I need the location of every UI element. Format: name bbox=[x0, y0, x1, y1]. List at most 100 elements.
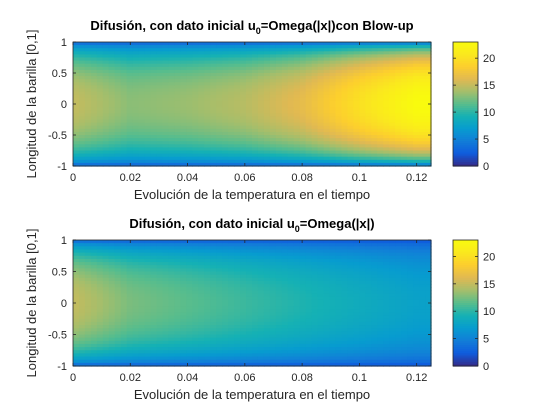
heatmap-cell bbox=[383, 271, 390, 276]
heatmap-cell bbox=[365, 359, 372, 364]
heatmap-cell bbox=[240, 312, 247, 317]
heatmap-cell bbox=[73, 116, 80, 121]
heatmap-cell bbox=[341, 325, 349, 329]
heatmap-cell bbox=[102, 353, 110, 358]
heatmap-cell bbox=[210, 153, 217, 158]
heatmap-cell bbox=[222, 51, 229, 55]
heatmap-cell bbox=[359, 48, 366, 52]
heatmap-cell bbox=[419, 91, 426, 96]
heatmap-cell bbox=[114, 343, 122, 348]
heatmap-cell bbox=[78, 91, 86, 96]
heatmap-cell bbox=[84, 138, 92, 142]
heatmap-cell bbox=[144, 296, 152, 301]
heatmap-cell bbox=[281, 290, 289, 295]
heatmap-cell bbox=[73, 97, 80, 102]
heatmap-cell bbox=[329, 258, 337, 263]
heatmap-cell bbox=[90, 306, 98, 310]
heatmap-cell bbox=[281, 48, 289, 52]
heatmap-cell bbox=[192, 94, 199, 99]
heatmap-cell bbox=[174, 147, 181, 152]
heatmap-cell bbox=[305, 144, 313, 148]
heatmap-cell bbox=[102, 100, 110, 105]
heatmap-cell bbox=[257, 119, 265, 124]
heatmap-cell bbox=[323, 274, 331, 279]
heatmap-cell bbox=[126, 69, 134, 74]
heatmap-cell bbox=[353, 290, 360, 295]
heatmap-cell bbox=[275, 97, 283, 102]
heatmap-cell bbox=[377, 255, 384, 260]
heatmap-cell bbox=[144, 85, 152, 90]
heatmap-cell bbox=[126, 258, 134, 263]
heatmap-cell bbox=[234, 97, 241, 102]
heatmap-cell bbox=[222, 277, 229, 282]
heatmap-cell bbox=[234, 290, 241, 295]
heatmap-cell bbox=[156, 122, 164, 127]
heatmap-cell bbox=[126, 331, 134, 336]
heatmap-cell bbox=[335, 48, 343, 52]
heatmap-cell bbox=[126, 91, 134, 96]
heatmap-cell bbox=[252, 249, 259, 254]
heatmap-cell bbox=[210, 290, 217, 295]
heatmap-cell bbox=[234, 258, 241, 263]
heatmap-cell bbox=[287, 362, 295, 367]
heatmap-cell bbox=[216, 100, 223, 105]
heatmap-cell bbox=[353, 94, 360, 99]
heatmap-cell bbox=[407, 45, 414, 49]
heatmap-cell bbox=[275, 128, 283, 133]
heatmap-cell bbox=[180, 258, 187, 263]
heatmap-cell bbox=[305, 51, 313, 55]
heatmap-cell bbox=[323, 159, 331, 164]
heatmap-cell bbox=[168, 287, 176, 291]
heatmap-cell bbox=[353, 159, 360, 164]
heatmap-cell bbox=[269, 141, 277, 145]
heatmap-cell bbox=[305, 54, 313, 59]
heatmap-cell bbox=[395, 255, 402, 260]
heatmap-cell bbox=[305, 125, 313, 130]
heatmap-cell bbox=[204, 100, 211, 105]
heatmap-cell bbox=[335, 258, 343, 263]
heatmap-cell bbox=[419, 69, 426, 74]
heatmap-cell bbox=[198, 48, 205, 52]
heatmap-cell bbox=[174, 131, 181, 136]
heatmap-cell bbox=[246, 249, 253, 254]
heatmap-cell bbox=[401, 147, 408, 152]
heatmap-cell bbox=[222, 60, 229, 65]
heatmap-cell bbox=[78, 293, 86, 298]
heatmap-cell bbox=[204, 353, 211, 358]
heatmap-cell bbox=[240, 293, 247, 298]
heatmap-cell bbox=[305, 299, 313, 304]
heatmap-cell bbox=[371, 141, 378, 145]
heatmap-cell bbox=[287, 293, 295, 298]
heatmap-cell bbox=[240, 119, 247, 124]
heatmap-cell bbox=[257, 287, 265, 291]
heatmap-cell bbox=[73, 156, 80, 161]
colorbar-step bbox=[453, 89, 478, 93]
heatmap-cell bbox=[311, 110, 319, 114]
heatmap-cell bbox=[150, 131, 158, 136]
heatmap-cell bbox=[186, 340, 193, 345]
heatmap-cell bbox=[84, 303, 92, 307]
heatmap-cell bbox=[281, 325, 289, 329]
heatmap-cell bbox=[138, 328, 146, 332]
heatmap-cell bbox=[335, 347, 343, 351]
heatmap-cell bbox=[144, 309, 152, 314]
heatmap-cell bbox=[174, 280, 181, 285]
heatmap-cell bbox=[281, 353, 289, 358]
heatmap-cell bbox=[150, 350, 158, 354]
heatmap-cell bbox=[425, 246, 432, 251]
heatmap-cell bbox=[78, 337, 86, 342]
heatmap-cell bbox=[257, 131, 265, 136]
heatmap-cell bbox=[204, 141, 211, 145]
heatmap-cell bbox=[126, 110, 134, 114]
heatmap-cell bbox=[323, 91, 331, 96]
heatmap-cell bbox=[407, 262, 414, 266]
x-tick-label: 0.1 bbox=[352, 372, 367, 384]
heatmap-cell bbox=[252, 82, 259, 86]
heatmap-cell bbox=[365, 325, 372, 329]
heatmap-cell bbox=[377, 82, 384, 86]
heatmap-cell bbox=[263, 343, 271, 348]
heatmap-cell bbox=[120, 54, 128, 59]
heatmap-cell bbox=[144, 306, 152, 310]
heatmap-cell bbox=[275, 48, 283, 52]
heatmap-cell bbox=[198, 159, 205, 164]
